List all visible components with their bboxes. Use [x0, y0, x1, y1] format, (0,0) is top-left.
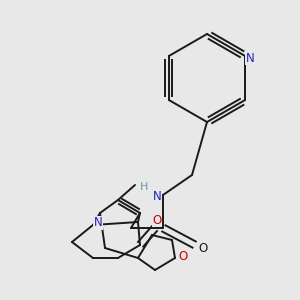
Text: O: O — [152, 214, 162, 226]
Text: O: O — [198, 242, 208, 254]
Text: N: N — [94, 217, 102, 230]
Text: N: N — [153, 190, 161, 203]
Text: H: H — [140, 182, 148, 192]
Text: N: N — [246, 52, 254, 64]
Text: O: O — [178, 250, 188, 262]
